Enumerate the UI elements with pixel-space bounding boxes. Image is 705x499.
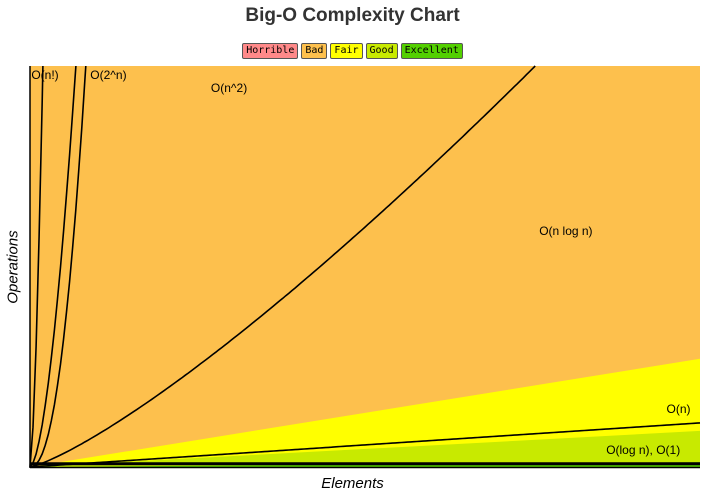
curve-label-o-2-n: O(2^n) (90, 68, 126, 82)
legend-item-good: Good (365, 43, 398, 59)
curve-label-o-n: O(n!) (31, 68, 58, 82)
legend-item-excellent: Excellent (400, 43, 463, 59)
region-good (30, 430, 700, 467)
curve-label-o-n-2: O(n^2) (211, 81, 247, 95)
curve-o-n-log-n (29, 65, 536, 468)
legend-item-horrible: Horrible (242, 43, 299, 59)
curve-o-n-2 (29, 65, 87, 468)
region-fair (30, 358, 700, 467)
curve-label-o-n-log-n: O(n log n) (539, 224, 592, 238)
curve-o-n (29, 422, 701, 468)
curve-label-o-n: O(n) (667, 402, 691, 416)
curve-label-o-log-n-o-1: O(log n), O(1) (606, 443, 680, 457)
curve-o-2-n (29, 65, 77, 468)
chart-title: Big-O Complexity Chart (245, 5, 460, 26)
curve-o-n (29, 65, 44, 468)
legend-item-fair: Fair (330, 43, 363, 59)
y-axis-label: Operations (4, 230, 22, 304)
legend-item-bad: Bad (301, 43, 328, 59)
legend: Horrible Bad Fair Good Excellent (0, 43, 705, 59)
x-axis-label: Elements (321, 475, 384, 492)
